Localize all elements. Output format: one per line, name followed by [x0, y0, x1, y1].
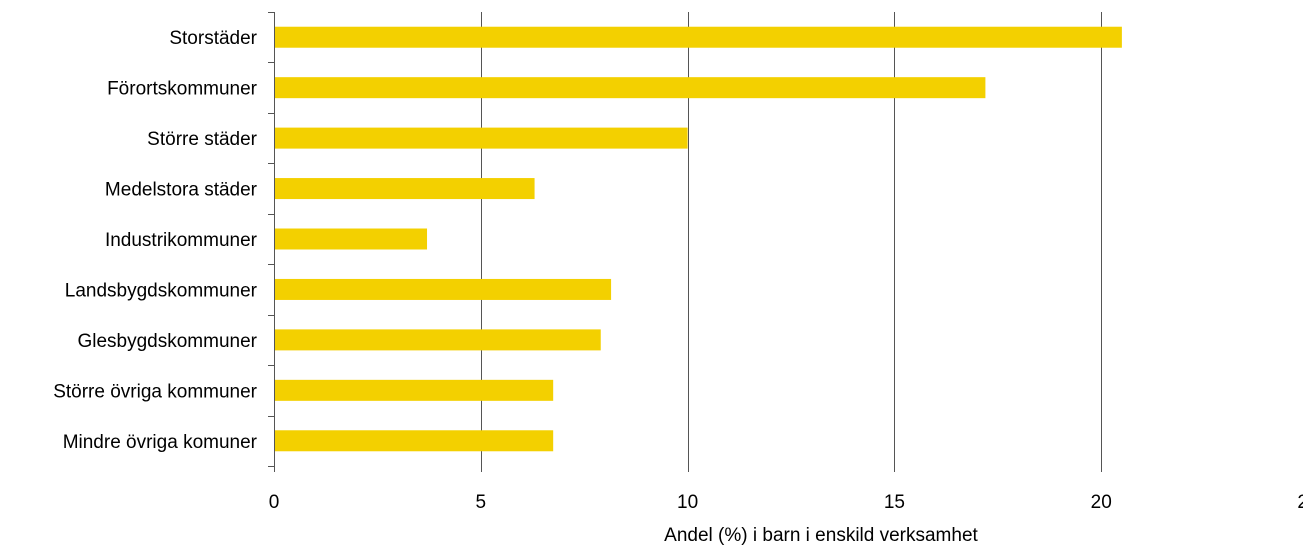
x-tick-labels: 0 5 10 15 20 25 [269, 492, 1303, 513]
bar [275, 127, 688, 149]
bar [275, 77, 986, 99]
bar [275, 329, 601, 351]
category-label: Medelstora städer [105, 180, 258, 201]
bar [275, 278, 612, 300]
bar [275, 430, 554, 452]
bars [275, 26, 1122, 452]
axes [268, 12, 1102, 472]
category-label: Större övriga kommuner [53, 381, 257, 402]
x-tick-label: 0 [269, 492, 280, 513]
category-label: Glesbygdskommuner [77, 331, 257, 352]
bar [275, 379, 554, 401]
x-tick-label: 5 [476, 492, 487, 513]
bar [275, 178, 535, 200]
bar [275, 26, 1122, 48]
category-label: Större städer [147, 129, 257, 150]
x-axis-title: Andel (%) i barn i enskild verksamhet [664, 525, 978, 545]
category-label: Storstäder [169, 28, 257, 49]
x-tick-label: 20 [1091, 492, 1112, 513]
bar [275, 228, 428, 250]
category-label: Förortskommuner [107, 79, 258, 100]
x-tick-label: 15 [884, 492, 905, 513]
category-label: Landsbygdskommuner [65, 280, 258, 301]
x-tick-label: 10 [677, 492, 698, 513]
category-label: Mindre övriga komuner [63, 432, 258, 453]
category-labels: Storstäder Förortskommuner Större städer Me… [53, 28, 257, 453]
category-label: Industrikommuner [105, 230, 258, 251]
x-tick-label: 25 [1297, 492, 1303, 513]
